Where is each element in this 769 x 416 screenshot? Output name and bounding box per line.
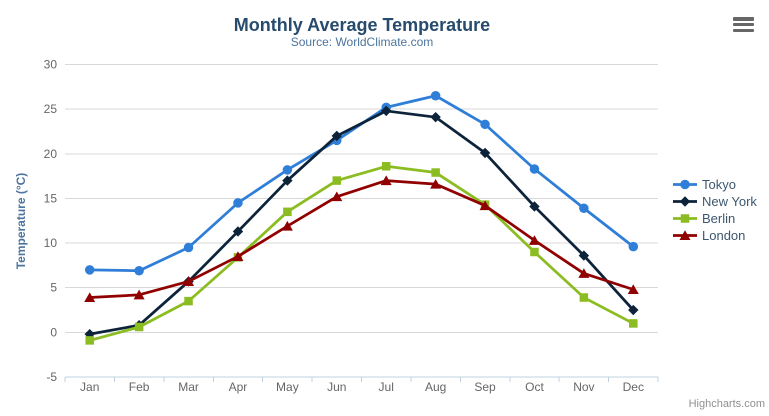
data-point[interactable] <box>281 220 293 231</box>
data-point[interactable] <box>430 91 441 101</box>
plot-area: -5 0 5 10 15 20 25 30 Jan Feb Mar Apr May Jun Jul Aug Se… <box>44 58 659 394</box>
hamburger-bar <box>733 28 754 32</box>
export-menu-button[interactable] <box>733 17 754 32</box>
x-axis-tick-label: Mar <box>178 380 199 394</box>
x-axis-tick-label: Jun <box>327 380 346 394</box>
data-point[interactable] <box>133 289 145 300</box>
series-tokyo <box>84 91 639 276</box>
series-line[interactable] <box>88 109 635 336</box>
data-point[interactable] <box>579 203 589 214</box>
legend-symbol <box>673 196 697 207</box>
data-point[interactable] <box>430 111 441 123</box>
data-point[interactable] <box>232 251 244 261</box>
data-point[interactable] <box>629 319 638 328</box>
y-axis-tick-label: 20 <box>44 147 58 161</box>
hamburger-bar <box>733 17 754 21</box>
x-axis-tick-label: May <box>276 380 299 394</box>
data-point[interactable] <box>628 304 639 316</box>
data-point[interactable] <box>528 235 540 245</box>
x-axis-tick-label: Aug <box>425 380 446 394</box>
chart-title: Monthly Average Temperature <box>234 15 490 35</box>
y-axis-tick-label: 0 <box>50 325 57 339</box>
legend-item-new-york[interactable]: New York <box>673 193 757 210</box>
legend-item-berlin[interactable]: Berlin <box>673 210 757 227</box>
data-point[interactable] <box>479 200 491 211</box>
data-point[interactable] <box>430 178 442 189</box>
y-axis-tick-label: 5 <box>50 281 57 295</box>
legend-label: London <box>702 228 746 243</box>
data-point[interactable] <box>283 207 292 217</box>
data-point[interactable] <box>184 296 193 306</box>
data-point[interactable] <box>529 164 540 174</box>
y-axis-tick-label: 25 <box>44 102 58 116</box>
x-axis-tick-label: Jul <box>379 380 394 394</box>
data-point[interactable] <box>331 191 343 202</box>
y-axis-tick-label: 10 <box>44 236 58 250</box>
legend-symbol <box>673 179 697 190</box>
data-point[interactable] <box>628 241 639 252</box>
legend-marker <box>679 196 691 207</box>
legend-marker <box>680 179 690 190</box>
data-point[interactable] <box>282 165 293 175</box>
legend-item-tokyo[interactable]: Tokyo <box>673 176 757 193</box>
x-axis-tick-label: Jan <box>80 380 99 394</box>
legend: Tokyo New York Berlin London <box>673 176 757 244</box>
credits-link[interactable]: Highcharts.com <box>689 398 765 410</box>
data-point[interactable] <box>579 293 589 302</box>
x-axis-tick-label: Nov <box>573 380 594 394</box>
legend-item-london[interactable]: London <box>673 227 757 244</box>
legend-label: Tokyo <box>702 177 736 192</box>
x-axis-tick-label: Sep <box>474 380 496 394</box>
series-line[interactable] <box>88 179 635 299</box>
hamburger-bar <box>733 22 754 27</box>
data-point[interactable] <box>381 162 391 171</box>
x-axis-tick-label: Oct <box>525 380 544 394</box>
series-line[interactable] <box>88 164 635 342</box>
data-point[interactable] <box>232 226 244 237</box>
legend-symbol <box>673 230 697 240</box>
x-axis-tick-label: Feb <box>129 380 150 394</box>
data-point[interactable] <box>431 168 440 177</box>
data-point[interactable] <box>282 175 293 186</box>
legend-symbol <box>673 214 697 223</box>
data-point[interactable] <box>84 265 95 275</box>
data-point[interactable] <box>332 176 342 185</box>
series-new-york <box>84 105 639 340</box>
data-point[interactable] <box>380 175 392 186</box>
y-axis-tick-label: -5 <box>46 370 57 384</box>
y-axis-tick-label: 30 <box>44 58 58 72</box>
chart-subtitle: Source: WorldClimate.com <box>291 35 434 49</box>
data-point[interactable] <box>134 322 144 332</box>
x-axis-tick-label: Apr <box>229 380 248 394</box>
data-point[interactable] <box>233 198 243 208</box>
legend-marker <box>680 214 690 223</box>
data-point[interactable] <box>627 284 639 294</box>
y-axis-title: Temperature (°C) <box>14 173 28 270</box>
data-point[interactable] <box>85 336 94 345</box>
data-point[interactable] <box>134 266 144 276</box>
data-point[interactable] <box>479 147 491 159</box>
legend-marker <box>679 230 691 240</box>
data-point[interactable] <box>381 105 392 117</box>
data-point[interactable] <box>183 276 195 286</box>
data-point[interactable] <box>529 201 540 212</box>
data-point[interactable] <box>331 130 342 142</box>
data-point[interactable] <box>578 268 590 278</box>
data-point[interactable] <box>530 247 539 257</box>
x-axis-tick-label: Dec <box>623 380 644 394</box>
legend-label: Berlin <box>702 211 736 226</box>
series-london <box>84 175 639 303</box>
legend-label: New York <box>702 194 757 209</box>
data-point[interactable] <box>183 242 194 253</box>
data-point[interactable] <box>480 119 490 130</box>
y-axis-tick-label: 15 <box>44 191 58 205</box>
data-point[interactable] <box>578 250 590 261</box>
data-point[interactable] <box>84 292 96 303</box>
